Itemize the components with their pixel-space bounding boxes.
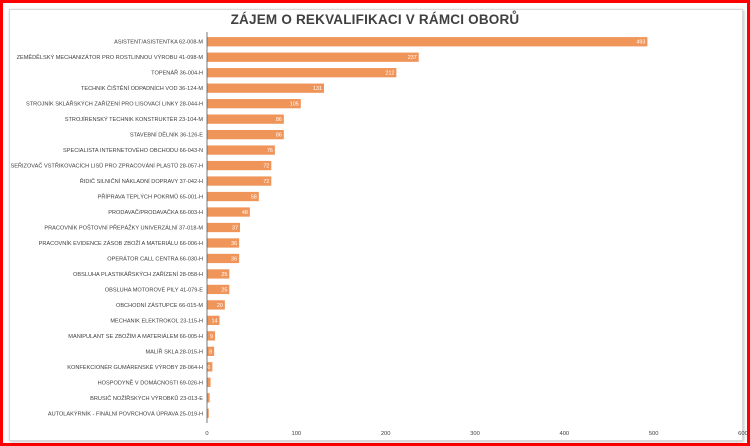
data-label: 86 — [276, 133, 282, 139]
bar — [207, 68, 397, 78]
bar — [207, 222, 241, 233]
data-label: 20 — [217, 303, 223, 309]
category-label: PRACOVNÍK EVIDENCE ZÁSOB ZBOŽÍ A MATERIÁ… — [39, 239, 203, 247]
data-label: 131 — [313, 86, 322, 92]
data-label: 37 — [232, 226, 238, 232]
chart-title: ZÁJEM O REKVALIFIKACI V RÁMCI OBORŮ — [230, 12, 520, 27]
data-label: 8 — [209, 349, 212, 355]
category-label: ŘIDIČ SILNIČNÍ NÁKLADNÍ DOPRAVY 37-042-H — [80, 177, 203, 185]
bar — [207, 331, 216, 341]
bar — [207, 52, 419, 62]
bar — [207, 300, 225, 310]
category-label: AUTOLAKÝRNÍK - FINÁLNÍ POVRCHOVÁ ÚPRAVA … — [48, 410, 203, 417]
bar — [207, 207, 250, 217]
data-label: 25 — [221, 272, 227, 278]
category-label: OPERÁTOR CALL CENTRA 66-030-H — [107, 255, 203, 262]
data-label: 25 — [221, 287, 227, 293]
category-label: TOPENÁŘ 36-004-H — [151, 69, 203, 77]
data-label: 72 — [263, 179, 269, 185]
chart-card — [9, 9, 743, 441]
bar — [207, 37, 648, 47]
bar — [207, 238, 240, 248]
category-label: PRODAVAČ/PRODAVAČKA 66-003-H — [108, 209, 203, 216]
x-tick-label: 100 — [291, 431, 301, 437]
bar — [207, 393, 210, 403]
data-label: 72 — [263, 164, 269, 170]
bar — [207, 99, 301, 109]
data-label: 9 — [210, 334, 213, 340]
bar — [207, 315, 220, 326]
data-label: 36 — [231, 256, 237, 262]
category-label: STAVEBNÍ DĚLNÍK 36-126-E — [130, 131, 203, 139]
data-label: 58 — [251, 195, 257, 201]
category-label: OBSLUHA PLASTIKÁŘSKÝCH ZAŘÍZENÍ 28-058-H — [73, 270, 203, 278]
category-label: TECHNIK ČIŠTĚNÍ ODPADNÍCH VOD 36-124-M — [81, 84, 203, 92]
bar — [207, 114, 284, 124]
x-tick-label: 0 — [205, 431, 208, 437]
x-tick-label: 500 — [649, 431, 659, 437]
bar — [207, 362, 213, 372]
bar — [207, 176, 272, 186]
category-label: MECHANIK ELEKTROKOL 23-115-H — [110, 318, 203, 324]
category-label: PŘÍPRAVA TEPLÝCH POKRMŮ 65-001-H — [98, 193, 203, 201]
data-label: 105 — [290, 102, 299, 108]
bar — [207, 408, 209, 418]
bar — [207, 269, 230, 279]
data-label: 493 — [636, 40, 645, 46]
category-label: BRUSIČ NOŽÍŘSKÝCH VÝROBKŮ 23-013-E — [90, 394, 203, 402]
data-label: 14 — [212, 318, 218, 324]
bar — [207, 346, 215, 356]
category-label: OBCHODNÍ ZÁSTUPCE 66-015-M — [116, 302, 203, 309]
category-label: OBSLUHA MOTOROVÉ PILY 41-079-E — [105, 286, 204, 293]
category-label: KONFEKCIONÉR GUMÁRENSKÉ VÝROBY 28-064-H — [67, 364, 203, 371]
data-label: 237 — [408, 55, 417, 61]
data-label: 36 — [231, 241, 237, 247]
category-label: MALÍŘ SKLA 28-015-H — [145, 347, 203, 355]
bar — [207, 377, 211, 387]
bar — [207, 191, 259, 202]
bar — [207, 160, 272, 171]
data-label: 76 — [267, 148, 273, 154]
x-tick-label: 400 — [559, 431, 569, 437]
bar — [207, 83, 325, 93]
data-label: 86 — [276, 117, 282, 123]
category-label: MANIPULANT SE ZBOŽÍM A MATERIÁLEM 66-005… — [68, 332, 203, 340]
category-label: STROJNÍK SKLÁŘSKÝCH ZAŘÍZENÍ PRO LISOVAC… — [26, 100, 203, 108]
bar — [207, 284, 230, 295]
category-label: SEŘIZOVAČ VSTŘIKOVACÍCH LISŮ PRO ZPRACOV… — [10, 162, 203, 170]
x-tick-label: 600 — [738, 431, 748, 437]
category-label: STROJÍRENSKÝ TECHNIK KONSTRUKTÉR 23-104-… — [65, 116, 204, 123]
category-label: HOSPODYNĚ V DOMÁCNOSTI 69-026-H — [98, 378, 203, 386]
data-label: 6 — [207, 365, 210, 371]
category-label: ZEMĚDĚLSKÝ MECHANIZÁTOR PRO ROSTLINNOU V… — [17, 53, 204, 61]
bar — [207, 129, 284, 140]
category-label: ASISTENT/ASISTENTKA 62-008-M — [114, 40, 203, 46]
bar — [207, 253, 240, 264]
category-label: SPECIALISTA INTERNETOVÉHO OBCHODU 66-043… — [63, 147, 203, 154]
x-tick-label: 300 — [470, 431, 480, 437]
x-tick-label: 200 — [381, 431, 391, 437]
bar — [207, 145, 275, 155]
category-label: PRACOVNÍK POŠTOVNÍ PŘEPÁŽKY UNIVERZÁLNÍ … — [44, 224, 203, 232]
data-label: 48 — [242, 210, 248, 216]
data-label: 212 — [385, 71, 394, 77]
